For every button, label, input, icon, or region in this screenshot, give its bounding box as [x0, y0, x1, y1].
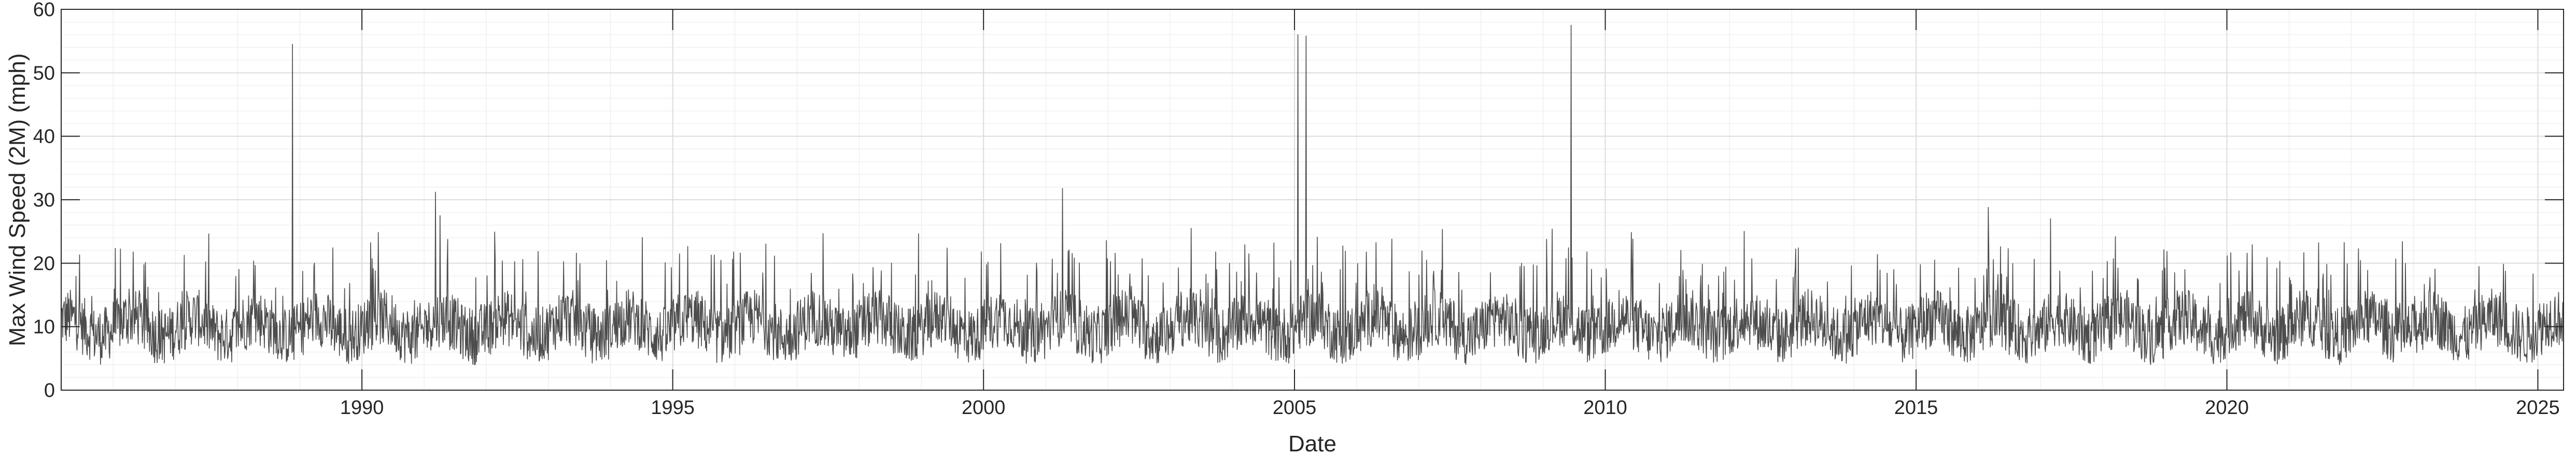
wind-speed-line	[61, 24, 2564, 365]
x-tick-label: 2005	[1273, 397, 1317, 419]
minor-grid	[61, 9, 2564, 390]
y-tick-label: 30	[33, 189, 55, 211]
tick-labels: 0 10 20 30 40 50 60 1990 1995 2000 2005 2010 2015 202…	[33, 0, 2560, 419]
y-tick-label: 10	[33, 316, 55, 338]
y-tick-label: 60	[33, 0, 55, 21]
x-tick-label: 1990	[340, 397, 384, 419]
x-tick-label: 2000	[962, 397, 1006, 419]
x-tick-label: 2015	[1894, 397, 1938, 419]
y-tick-label: 0	[44, 380, 55, 402]
plot-frame	[61, 9, 2564, 391]
y-tick-label: 50	[33, 62, 55, 84]
x-tick-label: 2010	[1583, 397, 1627, 419]
y-tick-label: 20	[33, 253, 55, 274]
x-axis-label: Date	[1288, 431, 1336, 455]
x-tick-label: 1995	[651, 397, 695, 419]
y-tick-label: 40	[33, 126, 55, 148]
x-tick-label: 2020	[2205, 397, 2249, 419]
series-wind-speed	[61, 24, 2564, 365]
y-axis-label: Max Wind Speed (2M) (mph)	[5, 53, 30, 347]
x-tick-label: 2025	[2516, 397, 2560, 419]
